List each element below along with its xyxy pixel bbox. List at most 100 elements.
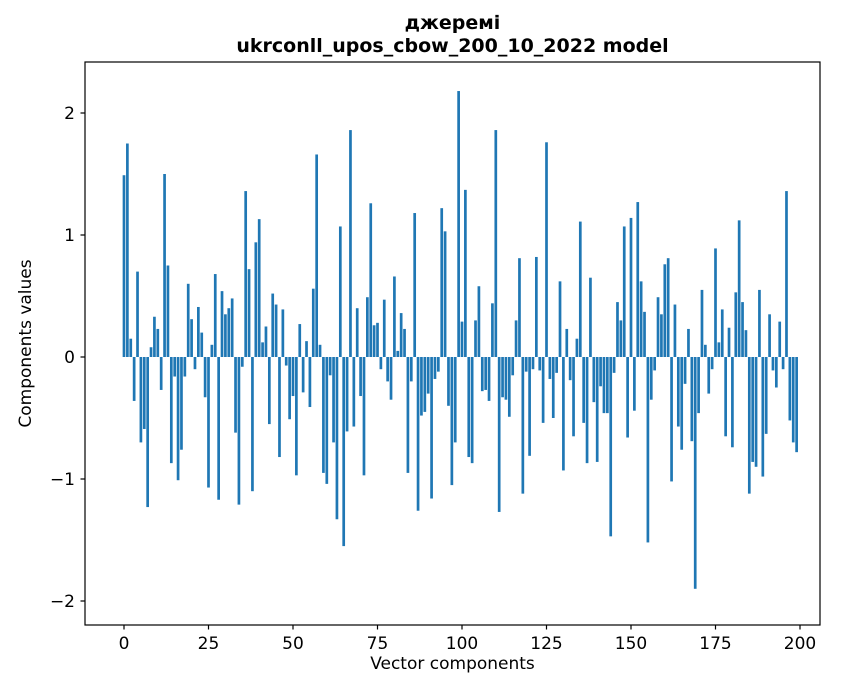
bar-76 xyxy=(379,357,383,370)
bar-94 xyxy=(440,208,444,357)
bar-109 xyxy=(491,303,494,357)
bar-147 xyxy=(619,320,623,357)
bar-43 xyxy=(267,357,271,425)
bar-194 xyxy=(778,321,782,357)
bar-56 xyxy=(311,288,315,357)
y-axis-ticks: 2 1 0 −1 −2 xyxy=(50,104,85,612)
bar-71 xyxy=(362,357,366,476)
bar-92 xyxy=(433,357,437,379)
bar-124 xyxy=(541,357,545,423)
bar-160 xyxy=(663,264,667,357)
bar-25 xyxy=(207,357,210,488)
x-tick-label: 150 xyxy=(615,634,647,654)
bar-128 xyxy=(555,357,558,373)
bar-23 xyxy=(200,332,204,357)
bar-162 xyxy=(670,357,673,482)
bar-54 xyxy=(305,341,308,357)
bar-133 xyxy=(572,357,575,437)
bar-31 xyxy=(227,308,231,357)
bar-182 xyxy=(737,220,741,357)
bar-80 xyxy=(393,276,396,357)
bar-78 xyxy=(386,357,389,382)
bar-155 xyxy=(646,357,650,543)
bar-100 xyxy=(460,321,464,357)
bar-8 xyxy=(149,347,153,357)
bar-22 xyxy=(197,306,200,357)
bar-179 xyxy=(727,327,731,357)
bar-161 xyxy=(666,258,670,357)
bar-61 xyxy=(328,357,332,376)
bar-65 xyxy=(342,357,346,547)
bar-110 xyxy=(494,130,498,357)
bar-69 xyxy=(355,308,359,357)
bar-165 xyxy=(680,357,684,450)
bar-115 xyxy=(511,357,515,376)
y-tick-label: 0 xyxy=(64,348,75,368)
bar-21 xyxy=(193,357,197,370)
bar-1 xyxy=(126,143,129,357)
x-tick-label: 75 xyxy=(367,634,389,654)
bar-27 xyxy=(213,274,217,357)
bar-152 xyxy=(636,202,640,357)
bar-127 xyxy=(551,357,555,418)
bar-55 xyxy=(308,357,312,408)
bar-82 xyxy=(399,313,403,357)
bar-64 xyxy=(338,226,342,357)
bar-173 xyxy=(707,357,711,394)
plot-area-border xyxy=(84,61,821,626)
bar-184 xyxy=(744,330,748,357)
bar-47 xyxy=(281,309,285,357)
bar-186 xyxy=(751,357,755,462)
bar-24 xyxy=(203,357,207,398)
bar-102 xyxy=(467,357,471,458)
bar-170 xyxy=(697,357,700,414)
bar-181 xyxy=(734,292,738,357)
bar-95 xyxy=(443,231,447,357)
bar-106 xyxy=(480,357,484,392)
bar-111 xyxy=(497,357,501,512)
bars-group xyxy=(122,91,798,589)
bar-107 xyxy=(484,357,488,390)
bar-105 xyxy=(477,286,481,357)
bar-196 xyxy=(785,191,788,357)
bar-16 xyxy=(176,357,180,481)
bar-118 xyxy=(521,357,525,494)
bar-75 xyxy=(376,322,379,357)
bar-142 xyxy=(602,357,606,414)
bar-199 xyxy=(795,357,798,453)
bar-20 xyxy=(190,319,193,357)
bar-51 xyxy=(295,357,298,476)
bar-29 xyxy=(220,291,224,357)
bar-32 xyxy=(230,298,234,357)
bar-4 xyxy=(136,271,139,357)
bar-156 xyxy=(649,357,653,400)
bar-89 xyxy=(423,357,427,412)
bar-44 xyxy=(271,293,275,357)
bar-5 xyxy=(139,357,143,443)
bar-126 xyxy=(548,357,552,379)
bar-63 xyxy=(335,357,339,520)
bar-159 xyxy=(660,314,663,357)
bar-189 xyxy=(761,357,765,477)
bar-68 xyxy=(352,357,356,427)
bar-14 xyxy=(169,357,173,464)
bar-198 xyxy=(791,357,795,443)
bar-163 xyxy=(673,304,677,357)
bar-153 xyxy=(639,281,643,357)
bar-85 xyxy=(409,357,413,382)
bar-49 xyxy=(288,357,291,420)
bar-125 xyxy=(545,142,548,357)
bar-195 xyxy=(781,357,785,370)
bar-58 xyxy=(318,344,322,357)
bar-99 xyxy=(457,91,460,357)
bar-0 xyxy=(122,175,126,357)
bar-57 xyxy=(315,154,319,357)
bar-34 xyxy=(237,357,241,505)
bar-138 xyxy=(589,277,592,357)
bar-59 xyxy=(322,357,325,473)
bar-112 xyxy=(501,357,504,398)
bar-70 xyxy=(359,357,362,397)
bar-37 xyxy=(247,269,251,357)
x-tick-label: 100 xyxy=(446,634,478,654)
